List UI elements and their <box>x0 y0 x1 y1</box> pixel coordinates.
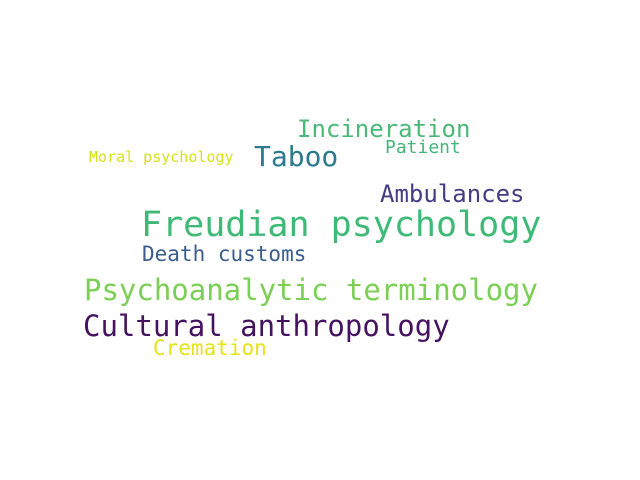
word-cremation: Cremation <box>153 336 267 360</box>
word-moral-psychology: Moral psychology <box>89 148 234 166</box>
word-patient: Patient <box>385 137 461 158</box>
word-freudian-psychology: Freudian psychology <box>141 205 542 245</box>
word-ambulances: Ambulances <box>380 180 525 208</box>
word-death-customs: Death customs <box>142 242 307 266</box>
word-incineration: Incineration <box>297 115 471 143</box>
word-taboo: Taboo <box>254 140 339 173</box>
word-cultural-anthropology: Cultural anthropology <box>83 309 450 343</box>
word-psychoanalytic-terminology: Psychoanalytic terminology <box>84 273 538 307</box>
